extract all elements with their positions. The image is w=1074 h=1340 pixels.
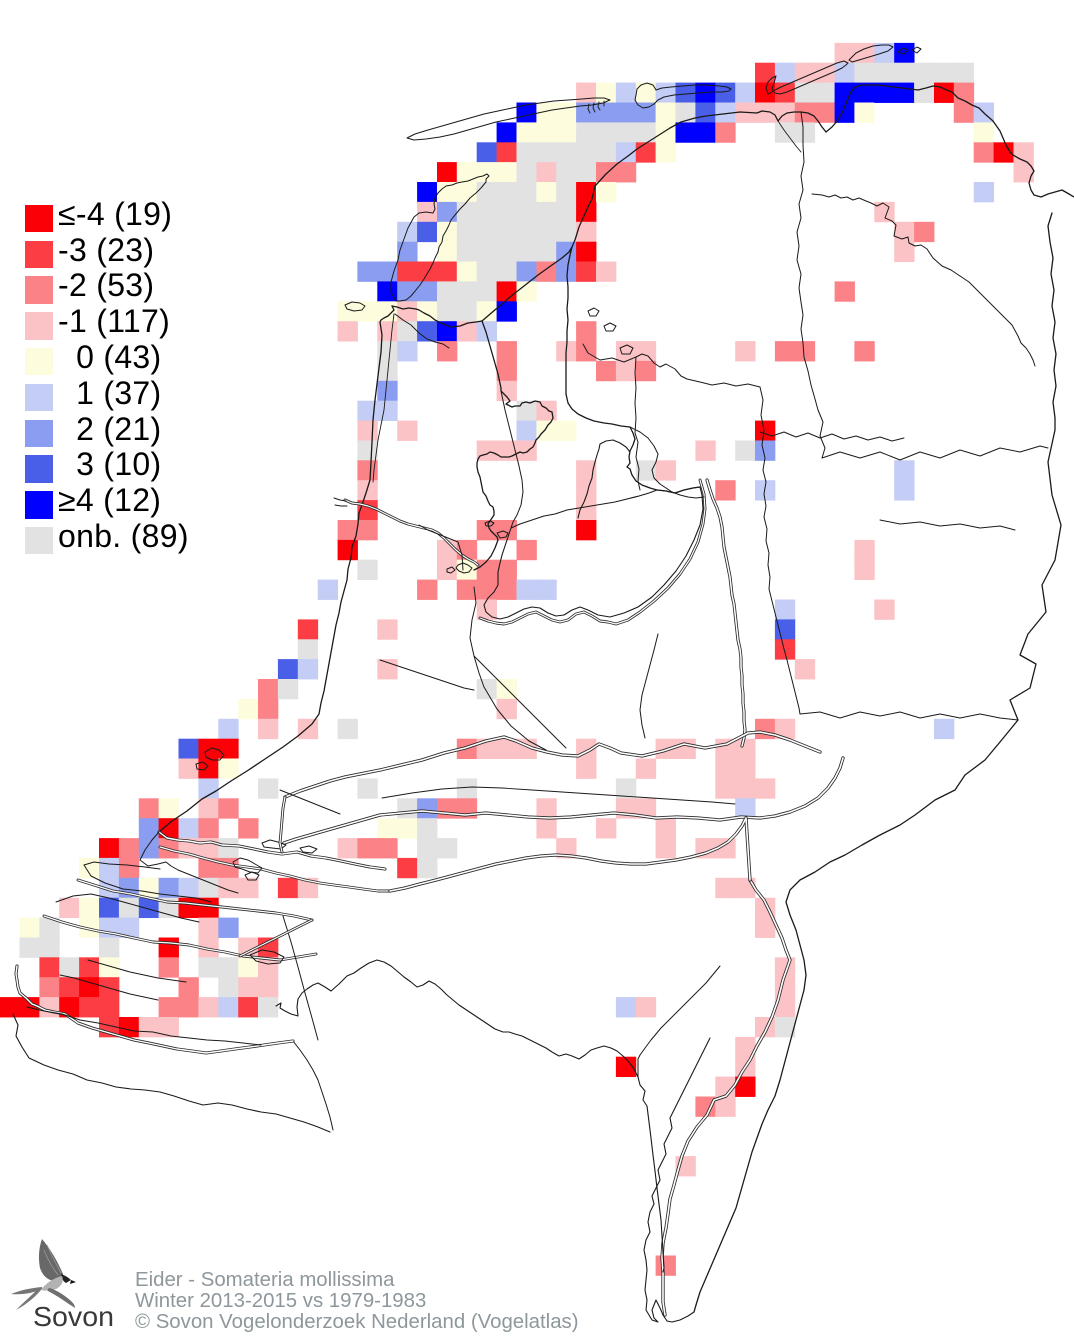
svg-text:Sovon: Sovon [33,1301,114,1332]
